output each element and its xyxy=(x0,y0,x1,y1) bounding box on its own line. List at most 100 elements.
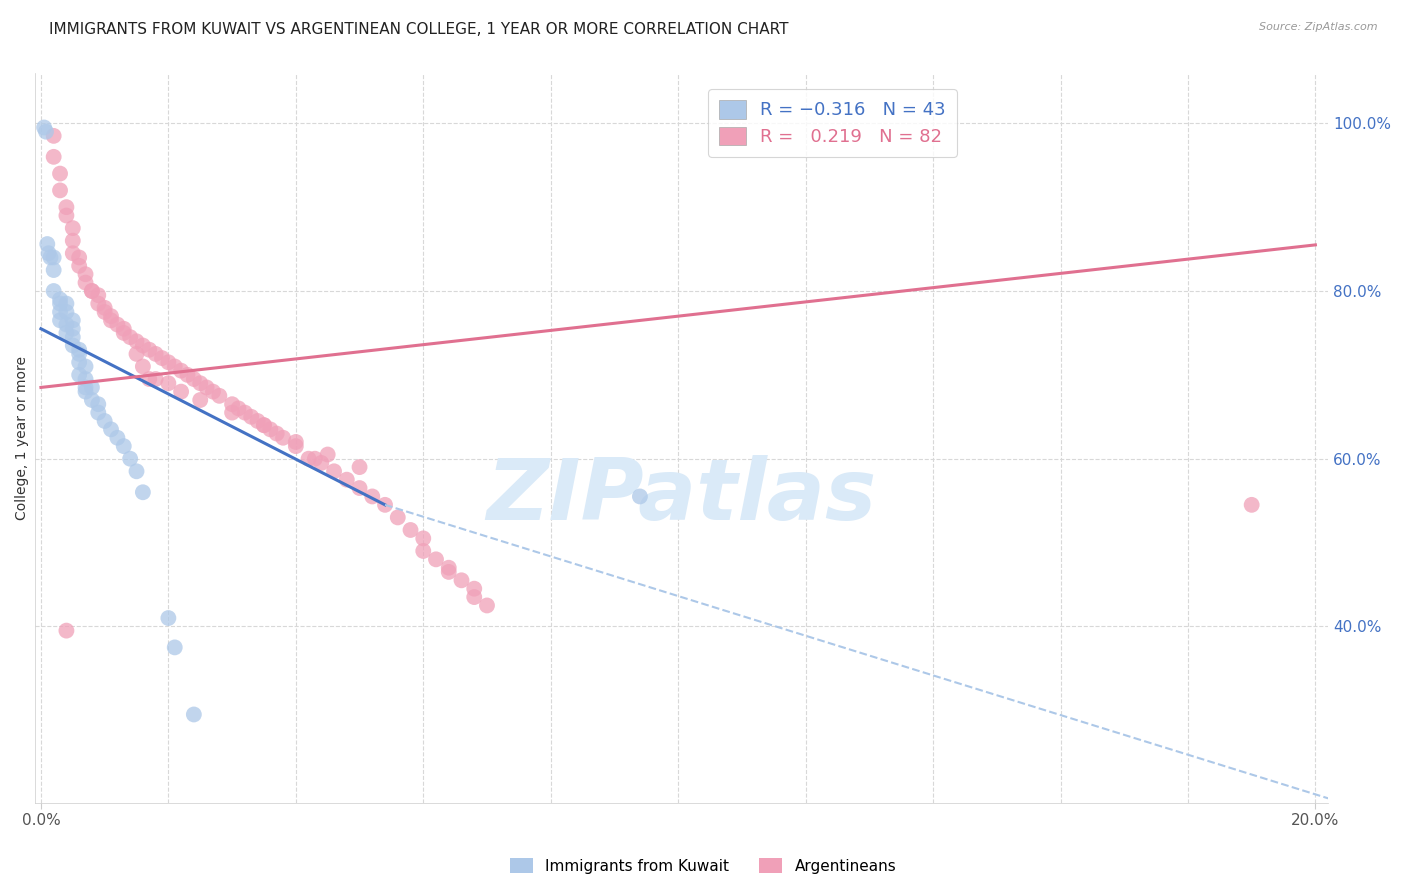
Point xyxy=(75,380,97,394)
Point xyxy=(112,322,135,336)
Point xyxy=(55,200,77,214)
Point xyxy=(425,552,447,566)
Point xyxy=(62,322,84,336)
Point xyxy=(336,473,359,487)
Point xyxy=(233,406,256,420)
Text: IMMIGRANTS FROM KUWAIT VS ARGENTINEAN COLLEGE, 1 YEAR OR MORE CORRELATION CHART: IMMIGRANTS FROM KUWAIT VS ARGENTINEAN CO… xyxy=(49,22,789,37)
Point xyxy=(32,120,55,135)
Point xyxy=(145,347,167,361)
Point xyxy=(463,590,485,604)
Point xyxy=(132,485,155,500)
Legend: R = −0.316   N = 43, R =   0.219   N = 82: R = −0.316 N = 43, R = 0.219 N = 82 xyxy=(709,89,957,157)
Point xyxy=(221,397,243,411)
Point xyxy=(361,490,384,504)
Point xyxy=(93,414,115,428)
Point xyxy=(42,150,65,164)
Point xyxy=(49,293,72,307)
Point xyxy=(67,251,90,265)
Point xyxy=(374,498,396,512)
Point xyxy=(67,259,90,273)
Point xyxy=(201,384,224,399)
Point xyxy=(145,372,167,386)
Point xyxy=(87,296,110,310)
Point xyxy=(253,418,276,433)
Point xyxy=(188,392,211,407)
Text: ZIPatlas: ZIPatlas xyxy=(486,455,876,538)
Point xyxy=(157,376,180,391)
Point xyxy=(284,439,307,453)
Point xyxy=(170,364,193,378)
Point xyxy=(100,309,122,323)
Point xyxy=(105,318,128,332)
Point xyxy=(240,409,263,424)
Point xyxy=(39,251,62,265)
Point xyxy=(62,246,84,260)
Point xyxy=(55,326,77,340)
Point xyxy=(176,368,198,382)
Point xyxy=(1240,498,1263,512)
Point xyxy=(183,372,205,386)
Point xyxy=(62,330,84,344)
Point xyxy=(42,251,65,265)
Point xyxy=(266,426,288,441)
Point xyxy=(87,288,110,302)
Point xyxy=(55,296,77,310)
Point xyxy=(246,414,269,428)
Point xyxy=(80,392,103,407)
Point xyxy=(412,532,434,546)
Point xyxy=(157,611,180,625)
Point xyxy=(188,376,211,391)
Point xyxy=(132,359,155,374)
Point xyxy=(62,234,84,248)
Point xyxy=(93,301,115,315)
Point xyxy=(62,221,84,235)
Point xyxy=(112,439,135,453)
Point xyxy=(311,456,333,470)
Point xyxy=(132,338,155,352)
Point xyxy=(62,313,84,327)
Point xyxy=(437,565,460,579)
Point xyxy=(628,490,651,504)
Point xyxy=(49,305,72,319)
Point xyxy=(67,347,90,361)
Y-axis label: College, 1 year or more: College, 1 year or more xyxy=(15,356,30,520)
Point xyxy=(412,544,434,558)
Point xyxy=(93,305,115,319)
Point xyxy=(49,313,72,327)
Point xyxy=(42,284,65,298)
Point xyxy=(170,384,193,399)
Point xyxy=(75,276,97,290)
Point xyxy=(100,313,122,327)
Point xyxy=(450,574,472,588)
Point xyxy=(150,351,173,365)
Point xyxy=(183,707,205,722)
Point xyxy=(120,330,142,344)
Point xyxy=(55,318,77,332)
Point xyxy=(75,384,97,399)
Point xyxy=(37,237,59,252)
Point xyxy=(437,560,460,574)
Point xyxy=(87,406,110,420)
Legend: Immigrants from Kuwait, Argentineans: Immigrants from Kuwait, Argentineans xyxy=(503,852,903,880)
Point xyxy=(87,397,110,411)
Point xyxy=(75,359,97,374)
Text: Source: ZipAtlas.com: Source: ZipAtlas.com xyxy=(1260,22,1378,32)
Point xyxy=(120,451,142,466)
Point xyxy=(463,582,485,596)
Point xyxy=(195,380,218,394)
Point xyxy=(80,284,103,298)
Point xyxy=(80,380,103,394)
Point xyxy=(125,334,148,349)
Point xyxy=(100,422,122,436)
Point xyxy=(221,406,243,420)
Point xyxy=(271,431,294,445)
Point xyxy=(62,338,84,352)
Point xyxy=(49,296,72,310)
Point xyxy=(138,372,160,386)
Point xyxy=(316,448,339,462)
Point xyxy=(208,389,231,403)
Point xyxy=(297,451,319,466)
Point xyxy=(349,460,371,475)
Point xyxy=(125,464,148,478)
Point xyxy=(67,343,90,357)
